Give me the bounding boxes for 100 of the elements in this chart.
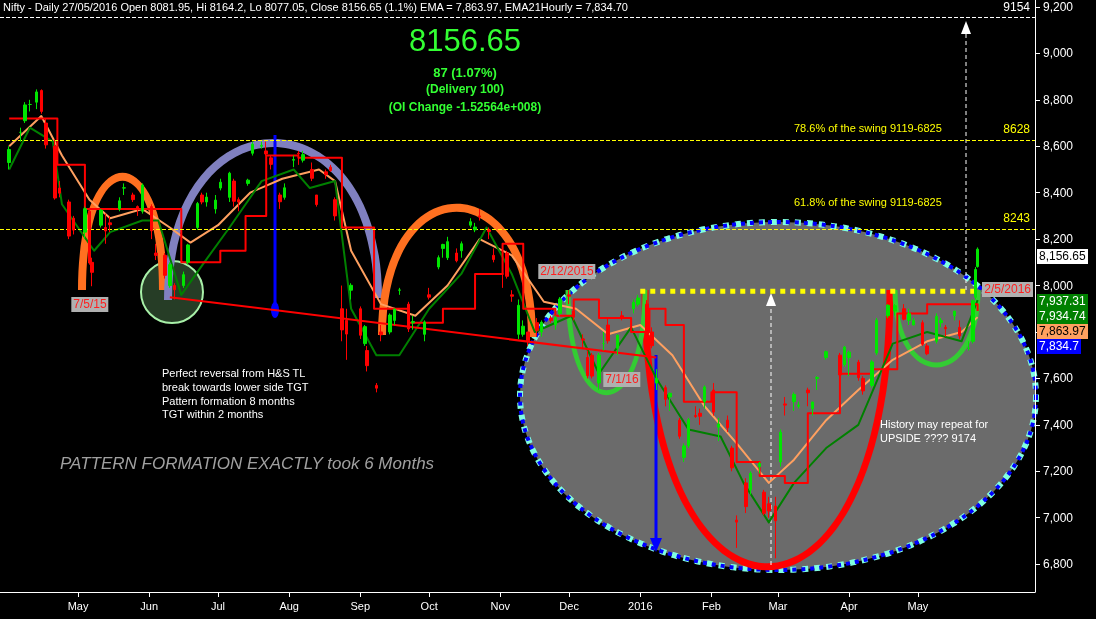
annotation: 7/1/16 bbox=[603, 372, 641, 387]
candlestick bbox=[717, 417, 720, 442]
candlestick bbox=[228, 171, 231, 203]
candlestick bbox=[870, 359, 874, 389]
y-tick-label: 9,000 bbox=[1043, 46, 1074, 61]
candlestick bbox=[735, 514, 738, 549]
candlestick bbox=[698, 408, 702, 426]
candlestick bbox=[122, 182, 126, 196]
annotation: (OI Change -1.52564e+008) bbox=[388, 100, 542, 115]
candlestick bbox=[297, 150, 300, 166]
ref-line-label: 8243 bbox=[1003, 211, 1031, 226]
candlestick bbox=[925, 343, 929, 356]
candlestick bbox=[324, 168, 328, 180]
candlestick bbox=[423, 319, 426, 342]
candlestick bbox=[349, 282, 353, 300]
candlestick bbox=[558, 296, 562, 317]
candlestick bbox=[971, 298, 975, 345]
candlestick bbox=[779, 428, 782, 468]
candlestick bbox=[67, 199, 71, 240]
text: 8,156.65 bbox=[1037, 249, 1088, 264]
annotation: 87 (1.07%) bbox=[433, 65, 497, 82]
candlestick bbox=[730, 445, 734, 472]
y-tick-label: 7,200 bbox=[1043, 464, 1074, 479]
candlestick bbox=[163, 252, 167, 280]
candlestick bbox=[602, 331, 605, 352]
candlestick bbox=[678, 417, 681, 440]
y-tick-label: 6,800 bbox=[1043, 557, 1074, 572]
text: 7,834.7 bbox=[1037, 339, 1082, 354]
candlestick bbox=[315, 194, 318, 208]
annotation: 8156.65 bbox=[408, 22, 522, 60]
candlestick bbox=[264, 141, 268, 157]
candlestick bbox=[668, 391, 672, 412]
candlestick bbox=[108, 215, 112, 233]
candlestick bbox=[407, 301, 410, 333]
annotation: 61.8% of the swing 9119-6825 bbox=[794, 196, 942, 210]
text: 7,934.74 bbox=[1037, 309, 1088, 324]
candlestick bbox=[292, 155, 295, 168]
x-tick-label: Mar bbox=[768, 599, 788, 612]
candlestick bbox=[783, 396, 787, 417]
candlestick bbox=[411, 315, 415, 331]
candlestick bbox=[510, 289, 514, 303]
candlestick bbox=[902, 303, 906, 320]
candlestick bbox=[811, 401, 814, 417]
candlestick bbox=[200, 192, 204, 205]
y-tick-label: 8,600 bbox=[1043, 139, 1074, 154]
candlestick bbox=[251, 141, 254, 157]
chart-title: Nifty - Daily 27/05/2016 Open 8081.95, Hi 8164.2, Lo 8077.05, Close 8156.65 (1.1%) EMA = 7,863.97, EMA21Hourly = 7,834.70 bbox=[3, 1, 628, 15]
candlestick bbox=[186, 243, 190, 266]
x-tick-label: Aug bbox=[279, 599, 299, 612]
candlestick bbox=[333, 196, 337, 222]
y-tick-label: 7,000 bbox=[1043, 510, 1074, 525]
candlestick bbox=[758, 461, 761, 475]
candlestick bbox=[473, 222, 477, 233]
candlestick bbox=[824, 350, 828, 361]
candlestick bbox=[703, 384, 706, 410]
candlestick bbox=[549, 315, 553, 324]
candlestick bbox=[875, 317, 878, 356]
candlestick bbox=[278, 192, 282, 210]
x-tick-label: May bbox=[907, 599, 929, 612]
x-tick-label: Feb bbox=[701, 599, 721, 612]
x-tick-label: Jul bbox=[210, 599, 226, 612]
candlestick bbox=[260, 141, 263, 150]
candlestick bbox=[359, 305, 362, 340]
candlestick bbox=[744, 477, 748, 514]
candlestick bbox=[375, 382, 378, 393]
candlestick bbox=[150, 203, 153, 240]
candlestick bbox=[967, 340, 970, 352]
candlestick bbox=[655, 368, 658, 391]
y-tick-label: 7,600 bbox=[1043, 371, 1074, 386]
candlestick bbox=[567, 289, 571, 305]
candlestick bbox=[857, 359, 860, 382]
x-tick-label: Apr bbox=[840, 599, 859, 612]
candlestick bbox=[35, 88, 38, 110]
candlestick bbox=[269, 155, 273, 170]
candlestick bbox=[726, 415, 729, 433]
candlestick bbox=[388, 312, 392, 335]
candlestick bbox=[944, 324, 947, 338]
candlestick bbox=[554, 315, 557, 331]
x-tick-label: Jun bbox=[140, 599, 159, 612]
annotation: 7/5/15 bbox=[71, 297, 109, 312]
candlestick bbox=[398, 287, 401, 296]
candlestick bbox=[590, 352, 594, 379]
candlestick bbox=[131, 192, 135, 203]
candlestick bbox=[154, 243, 158, 261]
y-tick-label: 8,200 bbox=[1043, 232, 1074, 247]
candlestick bbox=[581, 333, 585, 349]
x-tick-label: Nov bbox=[490, 599, 511, 612]
candlestick bbox=[893, 303, 897, 317]
candlestick bbox=[136, 204, 139, 217]
candlestick bbox=[921, 319, 924, 347]
candlestick bbox=[214, 194, 217, 215]
candlestick bbox=[806, 387, 810, 407]
candlestick bbox=[861, 375, 865, 396]
x-tick-label: Oct bbox=[420, 599, 438, 612]
y-tick-label: 8,000 bbox=[1043, 278, 1074, 293]
x-tick-label: Dec bbox=[559, 599, 580, 612]
annotation: History may repeat for UPSIDE ???? 9174 bbox=[880, 418, 989, 446]
candlestick bbox=[437, 254, 440, 270]
candlestick bbox=[535, 317, 539, 338]
candlestick bbox=[886, 303, 890, 319]
